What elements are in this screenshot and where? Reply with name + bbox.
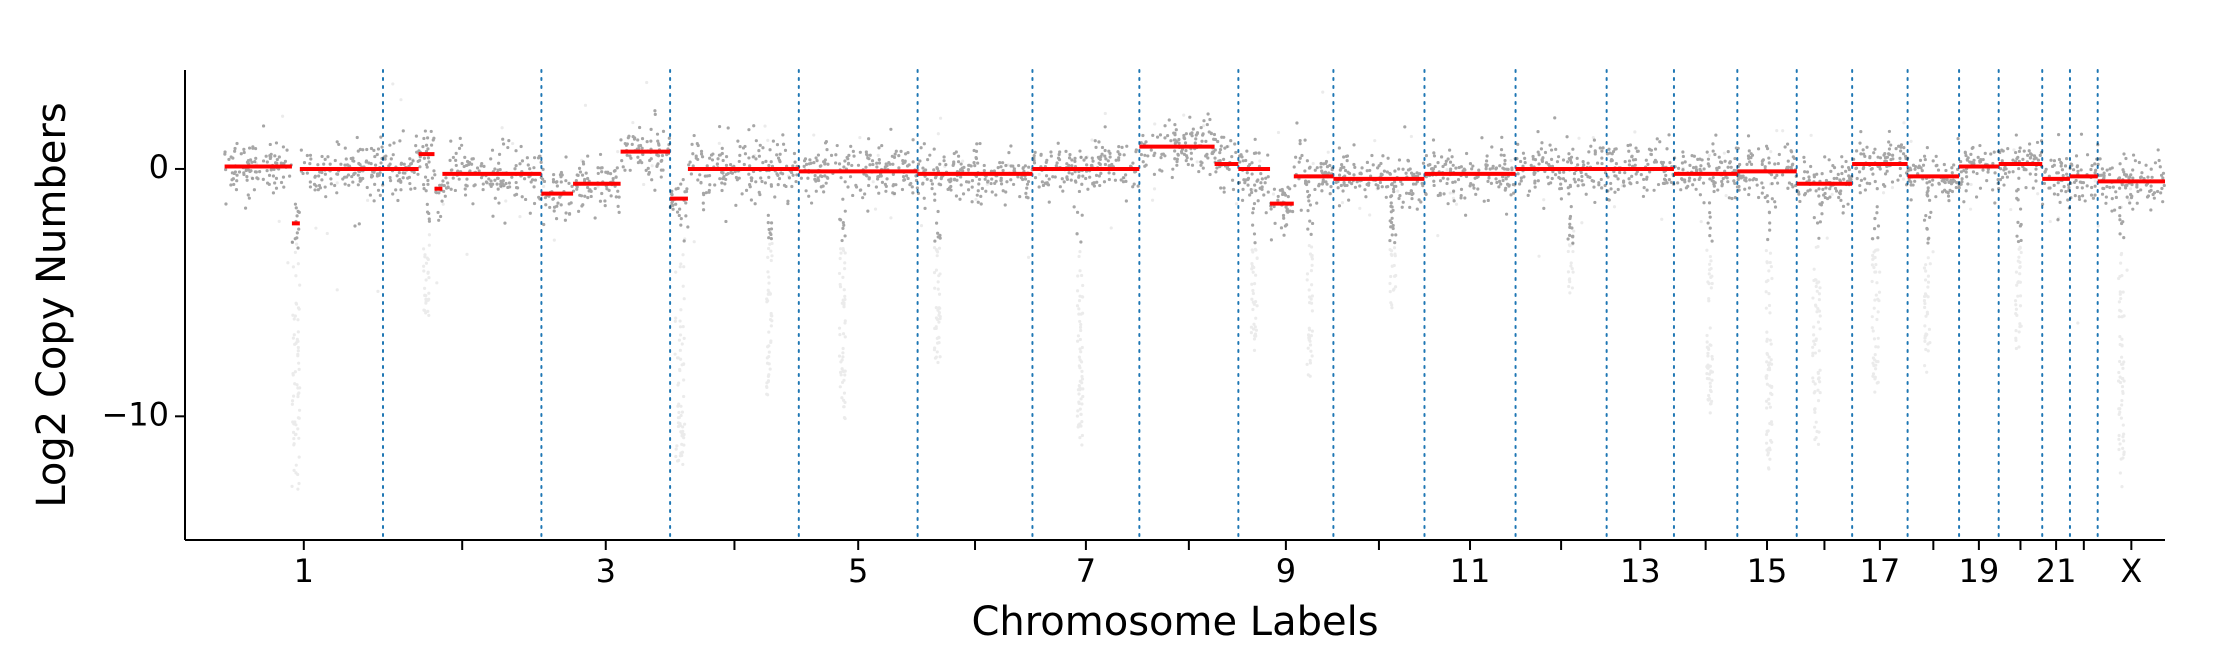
cnv-scatter-plot: −10013579111315171921XLog2 Copy NumbersC… (0, 0, 2227, 667)
x-tick-label: 9 (1276, 552, 1296, 590)
x-tick-label: 1 (294, 552, 314, 590)
segment-lines (225, 147, 2165, 224)
x-tick-label: 21 (2036, 552, 2077, 590)
scatter-point (223, 109, 2166, 249)
y-axis-title: Log2 Copy Numbers (29, 102, 75, 507)
axes: −10013579111315171921XLog2 Copy NumbersC… (29, 70, 2165, 645)
x-tick-label: 17 (1860, 552, 1901, 590)
x-tick-label: 3 (596, 552, 616, 590)
x-tick-label: 5 (848, 552, 868, 590)
x-tick-label: 13 (1620, 552, 1661, 590)
x-tick-label: X (2120, 552, 2142, 590)
boundary-lines (383, 70, 2098, 540)
x-axis-title: Chromosome Labels (971, 599, 1378, 645)
chart-container: −10013579111315171921XLog2 Copy NumbersC… (0, 0, 2227, 667)
scatter-dense (223, 109, 2166, 249)
y-tick-label: −10 (101, 395, 169, 433)
x-tick-label: 7 (1076, 552, 1096, 590)
scatter-point (250, 81, 2132, 491)
x-tick-label: 11 (1450, 552, 1491, 590)
y-tick-label: 0 (149, 148, 169, 186)
x-tick-label: 19 (1959, 552, 2000, 590)
scatter-sparse (250, 81, 2132, 491)
x-tick-label: 15 (1747, 552, 1788, 590)
